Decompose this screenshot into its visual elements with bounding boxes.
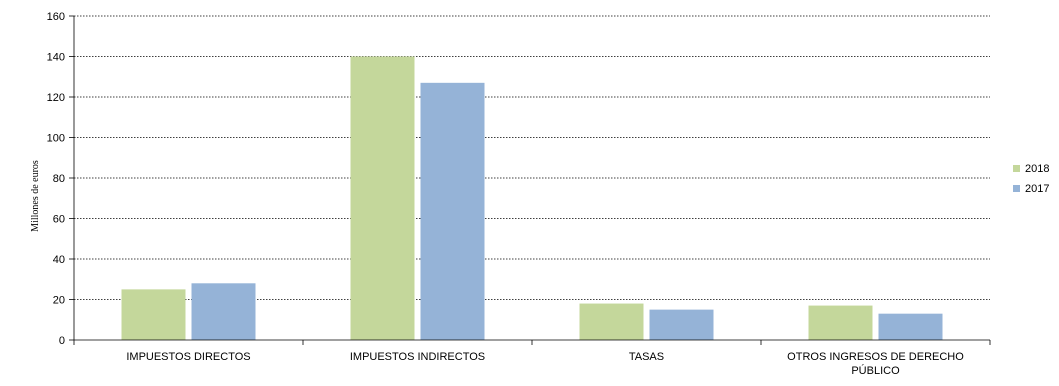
- axes: [69, 15, 991, 345]
- y-tick-label: 80: [53, 173, 65, 185]
- y-tick-label: 120: [47, 92, 65, 104]
- legend-swatch: [1013, 185, 1020, 192]
- legend-label: 2017: [1025, 183, 1049, 195]
- y-tick-label: 160: [47, 11, 65, 23]
- x-category-label: TASAS: [629, 351, 664, 363]
- legend-label: 2018: [1025, 163, 1049, 175]
- bar-2017: [420, 82, 485, 340]
- bar-2017: [649, 309, 714, 340]
- x-category-label: OTROS INGRESOS DE DERECHO: [787, 351, 964, 363]
- y-tick-label: 60: [53, 214, 65, 226]
- x-category-label: IMPUESTOS DIRECTOS: [126, 351, 250, 363]
- x-category-label: PÚBLICO: [851, 364, 900, 377]
- bar-2017: [191, 283, 256, 340]
- y-tick-label: 0: [59, 335, 65, 347]
- bars: [121, 56, 943, 340]
- bar-2018: [579, 303, 644, 340]
- legend-swatch: [1013, 165, 1020, 172]
- gridlines: [74, 15, 990, 300]
- labels: 0 20 40 60 80 100 120 140 160 IMPUESTOS DIRECTOS I…: [47, 11, 965, 377]
- y-axis-title: Millones de euros: [30, 160, 41, 232]
- bar-2018: [121, 289, 186, 340]
- bar-2018: [350, 56, 415, 340]
- y-tick-label: 140: [47, 52, 65, 64]
- bar-2017: [878, 313, 943, 340]
- legend: 2018 2017: [1013, 163, 1049, 195]
- bar-2018: [808, 305, 873, 340]
- y-tick-label: 40: [53, 254, 65, 266]
- y-tick-label: 20: [53, 295, 65, 307]
- x-category-label: IMPUESTOS INDIRECTOS: [350, 351, 485, 363]
- y-tick-label: 100: [47, 133, 65, 145]
